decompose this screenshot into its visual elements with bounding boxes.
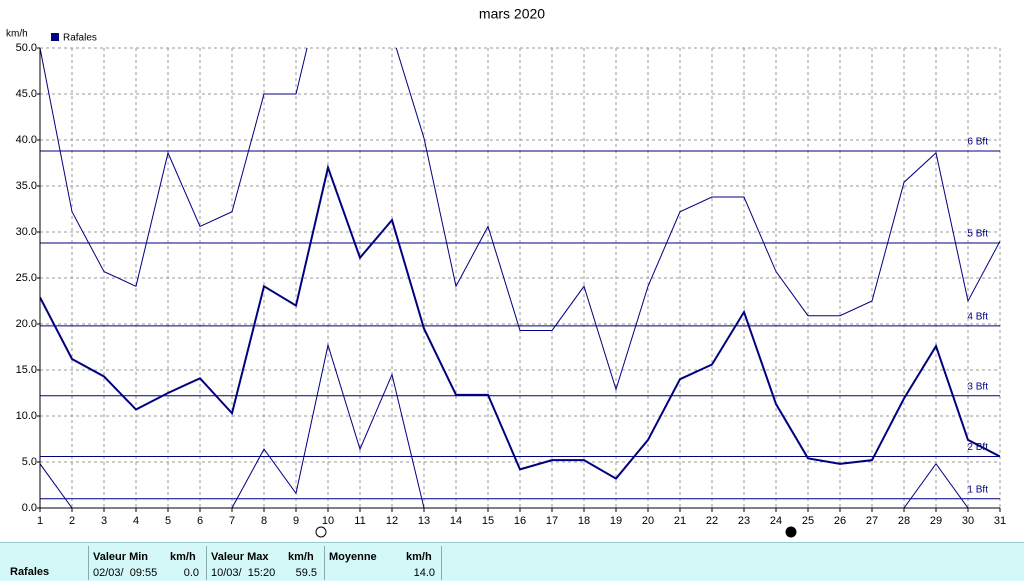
stats-unit: km/h: [406, 551, 432, 563]
stats-title: Valeur Min: [93, 551, 149, 563]
y-tick-label: 40.0: [16, 134, 37, 146]
y-axis-label: km/h: [6, 29, 28, 40]
y-tick-label: 5.0: [22, 456, 37, 468]
beaufort-label: 3 Bft: [967, 381, 988, 392]
stats-cell: [88, 546, 206, 580]
x-tick-label: 13: [418, 515, 430, 527]
stats-value: 14.0: [413, 567, 435, 579]
x-tick-label: 7: [229, 515, 235, 527]
x-tick-label: 11: [354, 515, 365, 527]
chart: mars 2020 km/h Rafales 1 Bft 2 Bft 3 Bft 4 …: [6, 6, 1006, 538]
beaufort-label: 5 Bft: [967, 229, 988, 240]
x-tick-label: 4: [133, 515, 139, 527]
y-tick-label: 20.0: [16, 318, 37, 330]
stats-date: 02/03/ 09:55: [93, 567, 158, 579]
x-tick-label: 17: [546, 515, 558, 527]
x-tick-label: 9: [293, 515, 299, 527]
x-tick-label: 23: [738, 515, 750, 527]
x-tick-label: 21: [674, 515, 686, 527]
x-tick-label: 27: [866, 515, 878, 527]
x-tick-label: 2: [69, 515, 75, 527]
moon-new: [785, 526, 797, 538]
y-tick-label: 10.0: [16, 410, 37, 422]
stats-unit: km/h: [170, 551, 196, 563]
y-tick-label: 35.0: [16, 180, 37, 192]
y-tick-label: 45.0: [16, 88, 37, 100]
x-tick-label: 15: [482, 515, 494, 527]
beaufort-label: 1 Bft: [967, 484, 988, 495]
x-tick-label: 18: [578, 515, 590, 527]
x-tick-label: 29: [930, 515, 942, 527]
stats-label: Rafales: [10, 566, 50, 578]
x-tick-label: 8: [261, 515, 267, 527]
stats-cell: [324, 546, 442, 580]
reference-lines: 1 Bft 2 Bft 3 Bft 4 Bft 5 Bft 6 Bft: [40, 137, 1000, 500]
stats-title: Valeur Max: [211, 551, 269, 563]
x-tick-label: 28: [898, 515, 910, 527]
stats-title: Moyenne: [329, 551, 377, 563]
x-tick-label: 6: [197, 515, 203, 527]
stats-unit: km/h: [288, 551, 314, 563]
legend-swatch: [51, 33, 59, 41]
beaufort-label: 2 Bft: [967, 442, 988, 453]
x-tick-label: 30: [962, 515, 974, 527]
y-tick-label: 30.0: [16, 226, 37, 238]
stats-date: 10/03/ 15:20: [211, 567, 276, 579]
x-tick-label: 10: [322, 515, 334, 527]
stats-cell-end: [441, 546, 442, 580]
beaufort-label: 6 Bft: [967, 137, 988, 148]
chart-title: mars 2020: [479, 6, 545, 22]
y-tick-label: 0.0: [22, 502, 37, 514]
y-tick-label: 15.0: [16, 364, 37, 376]
series-line: [40, 164, 1000, 480]
legend-label: Rafales: [63, 33, 97, 44]
series-line: [40, 48, 1000, 392]
stats-table: Rafales Valeur Min km/h 02/03/ 09:55 0.0 Val…: [0, 542, 1024, 581]
grid: [39, 47, 1001, 509]
x-tick-label: 1: [37, 515, 43, 527]
y-tick-label: 50.0: [16, 42, 37, 54]
stats-value: 0.0: [183, 567, 199, 579]
moon-full: [315, 526, 327, 538]
stats-value: 59.5: [295, 567, 317, 579]
y-tick-label: 25.0: [16, 272, 37, 284]
x-tick-label: 3: [101, 515, 107, 527]
x-tick-label: 26: [834, 515, 846, 527]
x-tick-label: 12: [386, 515, 398, 527]
x-tick-label: 5: [165, 515, 171, 527]
series-lines: [40, 48, 1000, 508]
x-tick-label: 19: [610, 515, 622, 527]
x-tick-label: 20: [642, 515, 654, 527]
x-tick-label: 16: [514, 515, 526, 527]
x-tick-label: 31: [994, 515, 1006, 527]
x-tick-label: 25: [802, 515, 814, 527]
stats-cell: [206, 546, 324, 580]
x-tick-label: 24: [770, 515, 782, 527]
x-tick-label: 22: [706, 515, 718, 527]
beaufort-label: 4 Bft: [967, 311, 988, 322]
x-tick-label: 14: [450, 515, 462, 527]
